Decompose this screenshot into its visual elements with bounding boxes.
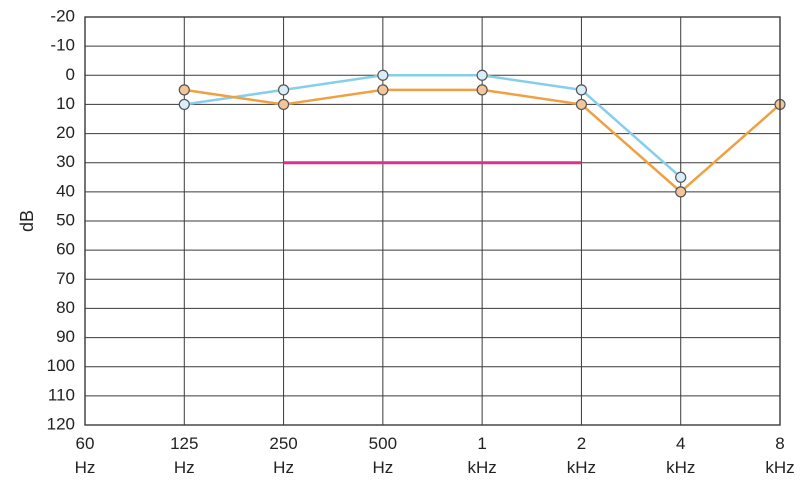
- y-tick-label: 20: [56, 123, 75, 142]
- x-tick-label-value: 8: [775, 434, 784, 453]
- x-tick-label-unit: Hz: [75, 458, 96, 477]
- x-tick-label-unit: kHz: [567, 458, 596, 477]
- y-tick-label: 30: [56, 152, 75, 171]
- y-tick-labels: -20 -10 0 10 20 30 40 50 60 70 80 90 100 110 120: [47, 6, 75, 433]
- y-tick-label: 80: [56, 298, 75, 317]
- x-tick-label-value: 500: [369, 434, 397, 453]
- y-tick-label: 40: [56, 181, 75, 200]
- data-point: [675, 186, 687, 198]
- x-tick-label-value: 2: [577, 434, 586, 453]
- y-tick-label: 90: [56, 327, 75, 346]
- y-tick-label: 50: [56, 210, 75, 229]
- series-layer: [178, 69, 786, 198]
- gridlines: [84, 16, 781, 426]
- x-tick-label-value: 60: [76, 434, 95, 453]
- data-point: [675, 171, 687, 183]
- y-tick-label: -20: [50, 6, 75, 25]
- x-tick-label-unit: Hz: [174, 458, 195, 477]
- y-tick-label: 100: [47, 356, 75, 375]
- x-tick-label-value: 250: [269, 434, 297, 453]
- y-axis-title: dB: [17, 210, 37, 232]
- x-tick-label-value: 1: [477, 434, 486, 453]
- y-tick-label: 60: [56, 240, 75, 259]
- x-tick-label-unit: Hz: [273, 458, 294, 477]
- x-tick-label-unit: Hz: [372, 458, 393, 477]
- y-tick-label: 10: [56, 94, 75, 113]
- y-tick-label: 110: [48, 385, 75, 404]
- data-point: [476, 69, 488, 81]
- x-tick-label-value: 4: [676, 434, 685, 453]
- y-tick-label: 0: [66, 65, 75, 84]
- data-point: [277, 84, 290, 96]
- data-point: [277, 98, 290, 111]
- data-point: [575, 84, 588, 96]
- x-tick-label-unit: kHz: [468, 458, 497, 477]
- x-tick-label-unit: kHz: [765, 458, 794, 477]
- data-point: [178, 98, 190, 111]
- data-point: [178, 84, 190, 96]
- x-tick-labels: 60 Hz 125 Hz 250 Hz 500 Hz 1 kHz 2 kHz 4 kHz 8 kHz: [75, 434, 795, 477]
- y-tick-label: -10: [50, 36, 75, 55]
- data-point: [377, 84, 389, 96]
- data-point: [575, 98, 588, 111]
- y-tick-label: 120: [47, 414, 75, 433]
- x-tick-label-unit: kHz: [666, 458, 695, 477]
- series-1: [178, 69, 687, 183]
- data-point: [377, 69, 389, 81]
- x-tick-label-value: 125: [170, 434, 198, 453]
- y-tick-label: 70: [56, 269, 75, 288]
- series-line: [184, 74, 682, 179]
- plot-frame: [84, 16, 781, 426]
- series-2: [178, 84, 786, 198]
- data-point: [476, 84, 488, 96]
